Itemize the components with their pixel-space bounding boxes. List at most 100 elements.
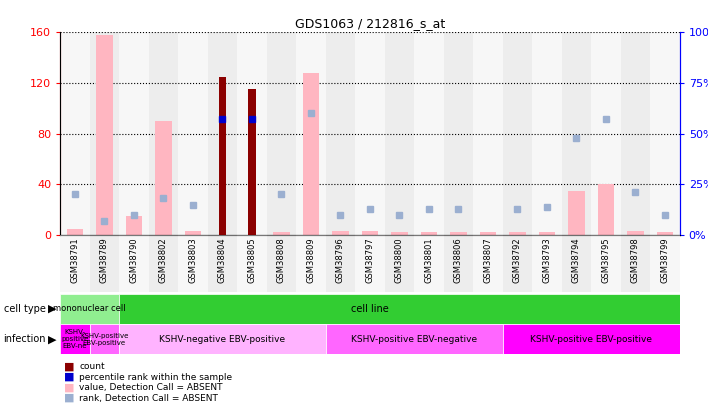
Bar — [326, 324, 503, 354]
Bar — [296, 235, 326, 292]
Bar — [384, 235, 414, 292]
Text: GSM38796: GSM38796 — [336, 238, 345, 284]
Bar — [569, 191, 585, 235]
Text: GSM38794: GSM38794 — [572, 238, 581, 284]
Text: GSM38805: GSM38805 — [247, 238, 256, 284]
Text: GSM38797: GSM38797 — [365, 238, 375, 284]
Bar — [561, 235, 591, 292]
Text: GSM38792: GSM38792 — [513, 238, 522, 284]
Bar — [219, 77, 226, 235]
Bar — [207, 235, 237, 292]
Text: percentile rank within the sample: percentile rank within the sample — [79, 373, 232, 382]
Bar — [532, 235, 561, 292]
Bar — [444, 32, 473, 235]
Text: GSM38799: GSM38799 — [661, 238, 670, 284]
Bar — [178, 235, 207, 292]
Text: value, Detection Call = ABSENT: value, Detection Call = ABSENT — [79, 383, 223, 392]
Bar — [126, 216, 142, 235]
Text: GSM38802: GSM38802 — [159, 238, 168, 284]
Bar — [591, 32, 621, 235]
Bar — [207, 32, 237, 235]
Bar — [178, 32, 207, 235]
Bar — [119, 235, 149, 292]
Text: cell line: cell line — [351, 304, 389, 314]
Bar — [90, 32, 119, 235]
Text: infection: infection — [4, 335, 46, 344]
Bar — [539, 232, 555, 235]
Bar — [267, 235, 296, 292]
Bar — [303, 73, 319, 235]
Bar — [60, 235, 90, 292]
Text: ▶: ▶ — [48, 304, 57, 313]
Bar — [444, 235, 473, 292]
Bar — [185, 231, 201, 235]
Text: GSM38808: GSM38808 — [277, 238, 286, 284]
Text: ■: ■ — [64, 372, 74, 382]
Bar — [627, 231, 644, 235]
Text: KSHV-positive EBV-positive: KSHV-positive EBV-positive — [530, 335, 652, 344]
Bar — [326, 32, 355, 235]
Bar — [503, 235, 532, 292]
Bar — [598, 184, 614, 235]
Bar — [650, 235, 680, 292]
Bar — [149, 235, 178, 292]
Text: GSM38795: GSM38795 — [601, 238, 610, 284]
Bar — [473, 32, 503, 235]
Text: mononuclear cell: mononuclear cell — [53, 304, 126, 313]
Bar — [355, 235, 384, 292]
Text: GSM38803: GSM38803 — [188, 238, 198, 284]
Bar — [503, 32, 532, 235]
Bar — [509, 232, 525, 235]
Bar — [450, 232, 467, 235]
Bar — [90, 324, 119, 354]
Bar — [326, 235, 355, 292]
Text: KSHV-negative EBV-positive: KSHV-negative EBV-positive — [159, 335, 285, 344]
Bar — [355, 32, 384, 235]
Bar — [473, 235, 503, 292]
Text: GSM38791: GSM38791 — [70, 238, 79, 284]
Text: count: count — [79, 362, 105, 371]
Bar — [503, 324, 680, 354]
Bar — [414, 32, 444, 235]
Bar — [60, 32, 90, 235]
Bar — [90, 235, 119, 292]
Bar — [267, 32, 296, 235]
Bar — [421, 232, 437, 235]
Text: GSM38801: GSM38801 — [424, 238, 433, 284]
Bar — [96, 35, 113, 235]
Bar — [67, 228, 83, 235]
Text: rank, Detection Call = ABSENT: rank, Detection Call = ABSENT — [79, 394, 218, 403]
Text: GSM38800: GSM38800 — [395, 238, 404, 284]
Bar — [273, 232, 290, 235]
Bar — [237, 235, 267, 292]
Text: GSM38806: GSM38806 — [454, 238, 463, 284]
Bar — [657, 232, 673, 235]
Text: GSM38789: GSM38789 — [100, 238, 109, 284]
Text: GSM38798: GSM38798 — [631, 238, 640, 284]
Bar — [237, 32, 267, 235]
Bar — [119, 324, 326, 354]
Title: GDS1063 / 212816_s_at: GDS1063 / 212816_s_at — [295, 17, 445, 30]
Bar — [149, 32, 178, 235]
Bar — [296, 32, 326, 235]
Bar — [60, 294, 119, 324]
Text: GSM38793: GSM38793 — [542, 238, 552, 284]
Bar — [362, 231, 378, 235]
Text: GSM38790: GSM38790 — [130, 238, 139, 284]
Text: GSM38809: GSM38809 — [307, 238, 316, 284]
Text: ▶: ▶ — [48, 335, 57, 344]
Bar — [392, 232, 408, 235]
Bar — [60, 324, 90, 354]
Bar — [561, 32, 591, 235]
Text: ■: ■ — [64, 383, 74, 392]
Bar — [532, 32, 561, 235]
Text: KSHV-positive EBV-negative: KSHV-positive EBV-negative — [351, 335, 477, 344]
Bar — [621, 32, 650, 235]
Bar — [249, 90, 256, 235]
Text: ■: ■ — [64, 362, 74, 371]
Text: ■: ■ — [64, 393, 74, 403]
Bar — [621, 235, 650, 292]
Bar — [332, 231, 348, 235]
Bar — [119, 32, 149, 235]
Bar — [650, 32, 680, 235]
